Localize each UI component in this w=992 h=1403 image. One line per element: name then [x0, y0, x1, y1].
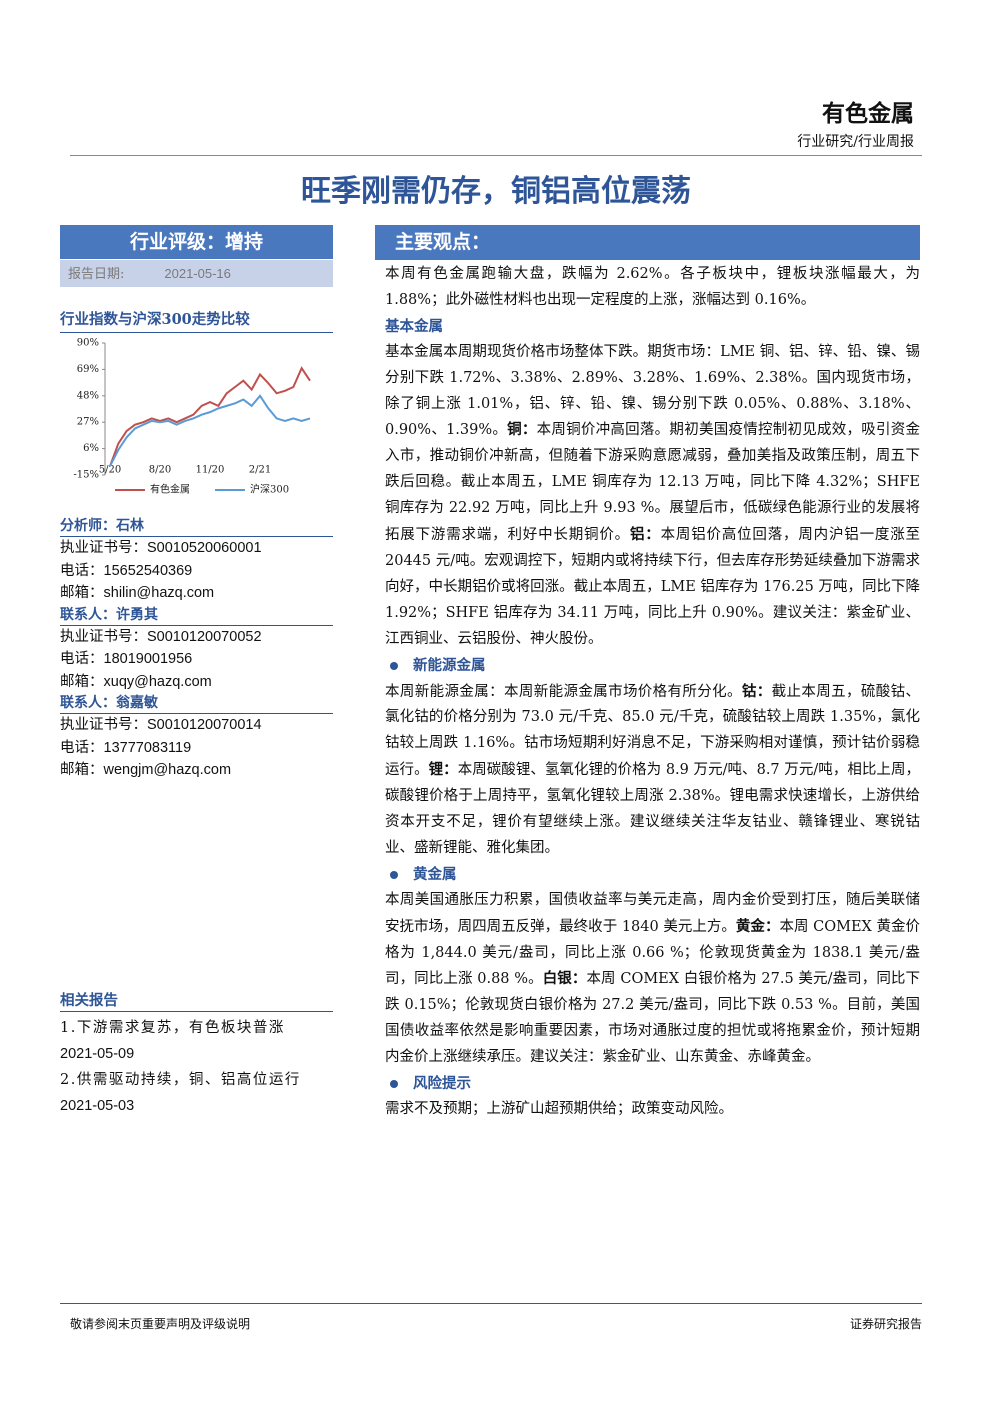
text-run: 基本金属本周期现货价格市场整体下跌。期货市场：LME 铜、铝、锌、铅、镍、锡分别…: [385, 343, 920, 439]
contact-heading: 联系人：许勇其: [60, 605, 333, 626]
text-run: 本周新能源金属：本周新能源金属市场价格有所分化。: [385, 683, 742, 700]
bold-run: 锂：: [428, 761, 458, 779]
contact-line: 电话：15652540369: [60, 562, 193, 579]
section-paragraph: 本周新能源金属：本周新能源金属市场价格有所分化。钴：截止本周五，硫酸钴、氯化钴的…: [385, 679, 920, 862]
related-date: 2021-05-03: [60, 1098, 135, 1114]
x-tick-label: 5/20: [99, 465, 121, 476]
section-heading: 新能源金属: [385, 653, 920, 679]
section-paragraph: 需求不及预期；上游矿山超预期供给；政策变动风险。: [385, 1097, 920, 1123]
date-label: 报告日期:: [68, 267, 125, 282]
related-date: 2021-05-09: [60, 1046, 135, 1062]
text-run: 本周 COMEX 黄金价格为 1,844.0 美元/盎司，同比上涨 0.66 %…: [385, 918, 920, 988]
contacts: 分析师：石林执业证书号：S0010520060001 电话：15652540369…: [60, 516, 333, 782]
legend-label: 沪深300: [250, 483, 289, 496]
section-heading: 黄金属: [385, 862, 920, 888]
y-tick-label: 48%: [77, 390, 99, 401]
series-line: [109, 366, 311, 467]
text-run: 本周铝价高位回落，周内沪铝一度涨至 20445 元/吨。宏观调控下，短期内或将持…: [385, 527, 921, 647]
text-run: 需求不及预期；上游矿山超预期供给；政策变动风险。: [385, 1101, 733, 1117]
section-heading: 风险提示: [385, 1071, 920, 1097]
header-rule: [70, 155, 922, 156]
contact-line: 邮箱：wengjm@hazq.com: [60, 762, 232, 778]
text-run: 本周碳酸锂、氢氧化锂的价格为 8.9 万元/吨、8.7 万元/吨，相比上周，碳酸…: [385, 762, 921, 856]
main-heading-text: 主要观点：: [395, 231, 491, 253]
contact-line: 电话：18019001956: [60, 651, 193, 667]
text-run: 本周 COMEX 白银价格为 27.5 美元/盎司，同比下跌 0.15%；伦敦现…: [385, 971, 921, 1066]
rating: 行业评级：增持: [60, 225, 333, 259]
chart-title: 行业指数与沪深300走势比较: [60, 308, 333, 333]
contact-line: 执业证书号：S0010120070014: [60, 717, 262, 733]
contact-line: 执业证书号：S0010520060001: [60, 540, 262, 556]
report-title: 旺季刚需仍存，铜铝高位震荡: [301, 174, 691, 209]
bold-run: 钴：: [741, 682, 772, 700]
footer-note: 敬请参阅末页重要声明及评级说明: [70, 1317, 251, 1331]
footer-rule: [60, 1303, 922, 1304]
related-title: 2.供需驱动持续，铜、铝高位运行: [60, 1072, 301, 1088]
bold-run: 白银：: [542, 970, 587, 988]
section-paragraph: 基本金属本周期现货价格市场整体下跌。期货市场：LME 铜、铝、锌、铅、镍、锡分别…: [385, 340, 920, 653]
y-tick-label: 6%: [83, 443, 99, 454]
contact-heading: 联系人：翁嘉敏: [60, 693, 333, 714]
text-run: 本周美国通胀压力积累，国债收益率与美元走高，周内金价受到打压，随后美联储安抚市场…: [385, 891, 920, 935]
x-tick-label: 11/20: [196, 465, 225, 476]
related-reports: 相关报告 1.下游需求复苏，有色板块普涨 2021-05-09 2.供需驱动持续，铜、…: [60, 991, 333, 1119]
related-heading: 相关报告: [60, 991, 333, 1012]
x-tick-label: 2/21: [249, 465, 271, 476]
text-run: 截止本周五，硫酸钴、氯化钴的价格分别为 73.0 元/千克、85.0 元/千克，…: [385, 683, 921, 779]
bold-run: 铝：: [629, 526, 661, 544]
intro-paragraph: 本周有色金属跑输大盘，跌幅为 2.62%。各子板块中，锂板块涨幅最大，为 1.8…: [385, 262, 920, 314]
chart: 90% 69% 48% 27% 6% -15% 5/20 8/20 11/20 2/21 有色金属 沪…: [73, 338, 311, 496]
x-tick-label: 8/20: [149, 465, 171, 476]
text-run: 本周铜价冲高回落。期初美国疫情控制初见成效，吸引资金入市，推动铜价冲新高，但随着…: [385, 422, 920, 544]
contact-line: 电话：13777083119: [60, 739, 192, 756]
bold-run: 铜：: [507, 421, 537, 439]
y-tick-label: 27%: [77, 417, 99, 428]
y-tick-label: -15%: [73, 470, 99, 481]
sector: 有色金属: [822, 100, 914, 127]
related-title: 1.下游需求复苏，有色板块普涨: [60, 1020, 285, 1036]
main-heading: 主要观点：: [375, 225, 920, 260]
legend-label: 有色金属: [150, 483, 190, 496]
y-tick-label: 90%: [77, 338, 99, 349]
section-paragraph: 本周美国通胀压力积累，国债收益率与美元走高，周内金价受到打压，随后美联储安抚市场…: [385, 888, 920, 1071]
bold-run: 黄金：: [735, 917, 780, 935]
main-body: 本周有色金属跑输大盘，跌幅为 2.62%。各子板块中，锂板块涨幅最大，为 1.8…: [385, 262, 920, 1123]
contact-line: 执业证书号：S0010120070052: [60, 628, 262, 645]
text-run: 本周有色金属跑输大盘，跌幅为 2.62%。各子板块中，锂板块涨幅最大，为 1.8…: [385, 266, 920, 308]
y-tick-label: 69%: [77, 364, 99, 375]
contact-heading: 分析师：石林: [60, 516, 333, 537]
contact-line: 邮箱：xuqy@hazq.com: [60, 673, 212, 690]
date-box: 报告日期: 2021-05-16: [60, 260, 333, 287]
report-type: 行业研究/行业周报: [797, 134, 914, 150]
section-heading: 基本金属: [385, 317, 443, 335]
contact-line: 邮箱：shilin@hazq.com: [60, 585, 215, 601]
series-line: [109, 394, 311, 467]
date: 2021-05-16: [164, 266, 231, 281]
footer-label: 证券研究报告: [849, 1317, 922, 1331]
